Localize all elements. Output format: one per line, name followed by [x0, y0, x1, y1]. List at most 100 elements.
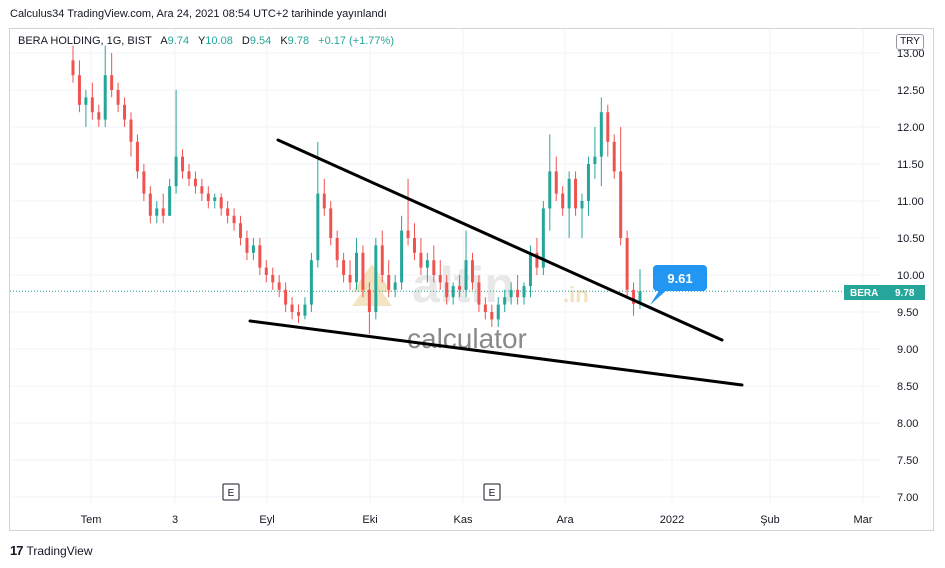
candle[interactable] — [561, 186, 565, 216]
candle[interactable] — [123, 97, 127, 127]
candle[interactable] — [599, 97, 603, 187]
candle[interactable] — [586, 156, 590, 216]
candle[interactable] — [464, 230, 468, 298]
candle[interactable] — [103, 45, 107, 127]
candle-body — [535, 252, 539, 268]
candle[interactable] — [161, 193, 165, 224]
candle[interactable] — [355, 238, 358, 290]
candle[interactable] — [251, 238, 255, 261]
tradingview-logo[interactable]: 17 TradingView — [10, 543, 93, 558]
candle[interactable] — [451, 282, 455, 305]
candle[interactable] — [84, 90, 88, 127]
candle[interactable] — [329, 201, 333, 246]
candle[interactable] — [71, 45, 75, 83]
candle[interactable] — [148, 186, 152, 224]
candle[interactable] — [387, 260, 391, 298]
candle[interactable] — [567, 171, 571, 238]
candle[interactable] — [142, 164, 146, 201]
candle[interactable] — [612, 134, 616, 179]
candle[interactable] — [155, 201, 159, 224]
candle-body — [387, 275, 391, 290]
candle[interactable] — [445, 275, 449, 305]
candle[interactable] — [316, 141, 320, 268]
candle[interactable] — [309, 252, 313, 312]
candle[interactable] — [303, 297, 307, 320]
candle[interactable] — [490, 304, 494, 327]
lower-trendline[interactable] — [248, 319, 744, 387]
earnings-marker[interactable]: E — [222, 483, 240, 501]
candle[interactable] — [297, 304, 301, 324]
candle[interactable] — [226, 201, 230, 224]
candle[interactable] — [129, 112, 133, 157]
candle[interactable] — [483, 297, 487, 320]
candle[interactable] — [206, 186, 210, 209]
candle[interactable] — [335, 230, 339, 268]
candle[interactable] — [477, 275, 481, 312]
candle[interactable] — [406, 178, 410, 246]
candle[interactable] — [97, 104, 101, 127]
candle[interactable] — [625, 230, 629, 298]
candle[interactable] — [116, 82, 120, 113]
candle[interactable] — [432, 245, 436, 283]
candle[interactable] — [574, 171, 578, 216]
candle[interactable] — [593, 127, 597, 179]
candle[interactable] — [548, 134, 552, 231]
candle[interactable] — [342, 252, 346, 283]
candle[interactable] — [277, 275, 281, 298]
candle[interactable] — [168, 178, 172, 216]
candle[interactable] — [619, 127, 623, 246]
candle[interactable] — [264, 260, 268, 283]
candle[interactable] — [606, 104, 610, 157]
candle[interactable] — [245, 230, 249, 261]
candle[interactable] — [374, 238, 378, 320]
candle[interactable] — [509, 282, 513, 305]
earnings-marker[interactable]: E — [483, 483, 501, 501]
candle[interactable] — [522, 282, 526, 305]
candle[interactable] — [516, 275, 520, 305]
candle[interactable] — [174, 90, 178, 194]
candle[interactable] — [258, 238, 262, 275]
candle[interactable] — [290, 297, 294, 320]
candle[interactable] — [438, 260, 442, 290]
candle[interactable] — [425, 252, 429, 283]
currency-badge[interactable]: TRY — [896, 34, 924, 50]
candle[interactable] — [380, 230, 384, 283]
candle[interactable] — [110, 53, 114, 98]
candle[interactable] — [181, 149, 185, 179]
candle[interactable] — [367, 282, 371, 335]
candle[interactable] — [580, 193, 584, 238]
candle-body — [245, 238, 249, 253]
legend-symbol[interactable]: BERA HOLDING, 1G, BIST — [18, 35, 152, 47]
y-tick-label: 10.00 — [897, 270, 925, 282]
candle[interactable] — [470, 252, 474, 290]
candle[interactable] — [541, 201, 545, 275]
candle[interactable] — [90, 82, 94, 120]
upper-trendline[interactable] — [276, 138, 724, 342]
candle[interactable] — [361, 245, 365, 298]
candle[interactable] — [135, 134, 139, 179]
candle-body — [116, 90, 120, 105]
candle[interactable] — [503, 289, 507, 312]
candle[interactable] — [554, 156, 558, 201]
price-callout[interactable]: 9.61 — [650, 265, 707, 305]
candle[interactable] — [239, 215, 243, 246]
candle[interactable] — [284, 282, 288, 312]
candle[interactable] — [213, 193, 217, 209]
candle[interactable] — [77, 60, 81, 113]
candle[interactable] — [393, 275, 397, 298]
candle[interactable] — [193, 171, 197, 194]
candle-body — [342, 260, 346, 275]
candle[interactable] — [400, 215, 404, 290]
candle[interactable] — [412, 223, 416, 261]
candle[interactable] — [322, 178, 326, 216]
candle[interactable] — [419, 238, 423, 275]
candle[interactable] — [496, 297, 500, 327]
candle[interactable] — [271, 267, 275, 290]
candle[interactable] — [232, 208, 236, 231]
candle[interactable] — [458, 275, 462, 298]
candle[interactable] — [219, 193, 223, 216]
candle[interactable] — [200, 178, 204, 201]
candle[interactable] — [187, 164, 191, 187]
candle[interactable] — [348, 260, 352, 290]
